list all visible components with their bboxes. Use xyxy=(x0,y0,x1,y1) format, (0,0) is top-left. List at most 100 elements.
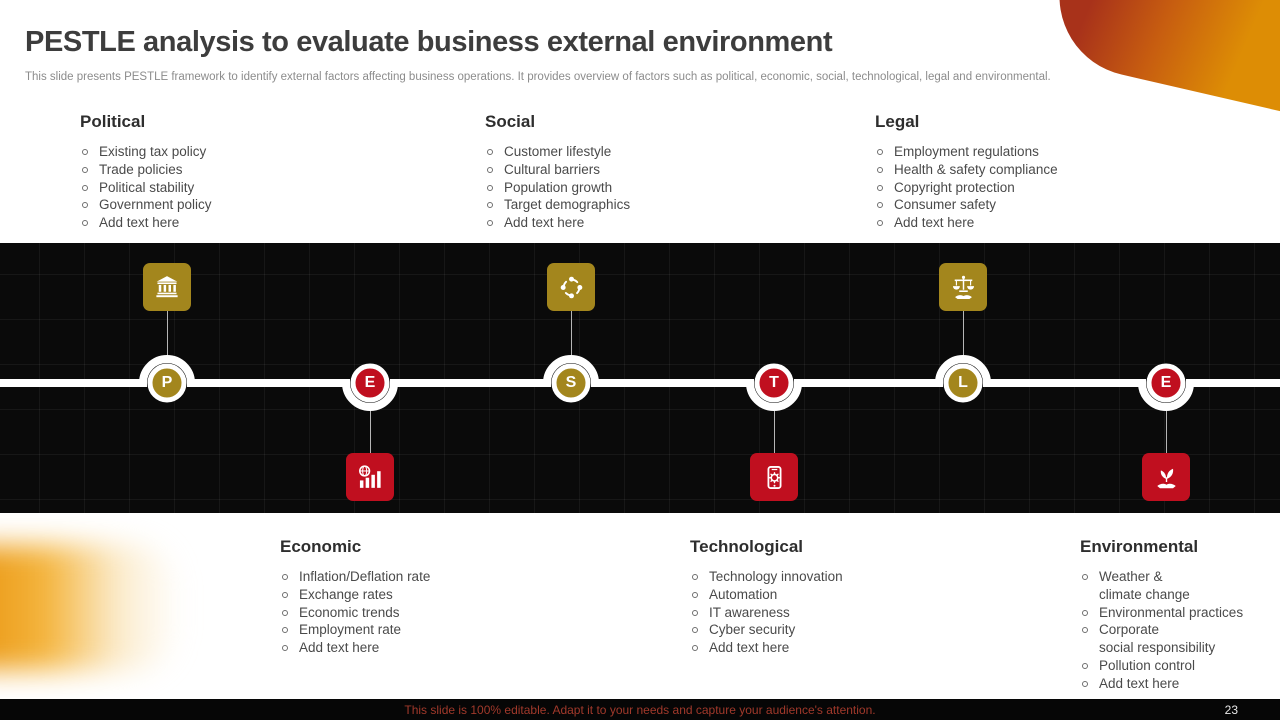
list-item: Existing tax policy xyxy=(80,143,420,161)
bullet-icon xyxy=(487,184,493,191)
list-item-text: Health & safety compliance xyxy=(894,161,1058,177)
legal-icon-tile xyxy=(939,263,987,311)
bullet-icon xyxy=(1082,680,1088,687)
slide-subtitle: This slide presents PESTLE framework to … xyxy=(25,71,1051,83)
chart-globe-icon xyxy=(358,464,381,488)
list-item-text: Cultural barriers xyxy=(504,161,601,177)
list-item: Consumer safety xyxy=(875,196,1215,214)
list-item-text: Economic trends xyxy=(299,604,400,620)
section-technological: Technological Technology innovation Auto… xyxy=(690,537,1030,657)
plant-hand-icon xyxy=(1156,468,1176,488)
section-list: Customer lifestyle Cultural barriers Pop… xyxy=(485,143,825,232)
list-item-text: Consumer safety xyxy=(894,197,997,213)
connector-line xyxy=(167,311,168,358)
bullet-icon xyxy=(692,591,698,598)
list-item-text: Add text here xyxy=(504,215,585,231)
list-item: Add text here xyxy=(485,214,825,232)
bullet-icon xyxy=(282,645,288,652)
list-item-text: Add text here xyxy=(299,640,380,656)
list-item-text: Population growth xyxy=(504,179,613,195)
section-political: Political Existing tax policy Trade poli… xyxy=(80,112,420,232)
bullet-icon xyxy=(82,149,88,155)
bullet-icon xyxy=(1082,627,1088,634)
section-heading: Legal xyxy=(875,112,920,131)
list-item: Customer lifestyle xyxy=(485,143,825,161)
bullet-icon xyxy=(282,609,288,616)
bullet-icon xyxy=(82,220,88,227)
list-item-text: Automation xyxy=(709,586,778,602)
list-item-text: Government policy xyxy=(99,197,212,213)
list-item: Weather & climate change xyxy=(1080,568,1266,604)
list-item-text: Existing tax policy xyxy=(99,144,207,159)
list-item: Economic trends xyxy=(280,604,620,622)
list-item-text: Employment regulations xyxy=(894,144,1039,159)
list-item: Add text here xyxy=(875,214,1215,232)
list-item-text: Cyber security xyxy=(709,622,796,638)
bullet-icon xyxy=(487,166,493,173)
timeline-letter-t: T xyxy=(769,374,779,391)
list-item: Health & safety compliance xyxy=(875,161,1215,179)
list-item-text: Trade policies xyxy=(99,161,183,177)
bullet-icon xyxy=(1082,609,1088,616)
list-item: Add text here xyxy=(280,639,620,657)
list-item: Copyright protection xyxy=(875,179,1215,197)
section-heading: Technological xyxy=(690,537,804,556)
section-heading: Social xyxy=(485,112,536,131)
list-item-text: Copyright protection xyxy=(894,179,1015,195)
list-item-text: Pollution control xyxy=(1099,657,1196,673)
mobile-gear-icon xyxy=(767,465,781,489)
list-item: Exchange rates xyxy=(280,586,620,604)
corner-gradient-shape xyxy=(1043,0,1280,114)
list-item: Cyber security xyxy=(690,621,1030,639)
section-list: Existing tax policy Trade policies Polit… xyxy=(80,143,420,232)
justice-scale-icon xyxy=(952,275,974,299)
list-item: Population growth xyxy=(485,179,825,197)
list-item-text: Political stability xyxy=(99,179,195,195)
bullet-icon xyxy=(487,202,493,209)
bullet-icon xyxy=(877,166,883,173)
timeline-wave xyxy=(0,355,1280,411)
section-economic: Economic Inflation/Deflation rate Exchan… xyxy=(280,537,620,657)
list-item: Add text here xyxy=(80,214,420,232)
list-item-text: Exchange rates xyxy=(299,586,393,602)
list-item: Pollution control xyxy=(1080,657,1266,675)
list-item-text: Add text here xyxy=(709,640,790,656)
list-item: Trade policies xyxy=(80,161,420,179)
section-environmental: Environmental Weather & climate change E… xyxy=(1080,537,1266,693)
list-item-text: Target demographics xyxy=(504,197,631,213)
section-heading: Environmental xyxy=(1080,537,1199,556)
political-icon-tile xyxy=(143,263,191,311)
bullet-icon xyxy=(692,645,698,652)
list-item: Inflation/Deflation rate xyxy=(280,568,620,586)
slide-title: PESTLE analysis to evaluate business ext… xyxy=(25,26,833,58)
list-item-text: Add text here xyxy=(1099,675,1180,691)
environmental-icon-tile xyxy=(1142,453,1190,501)
bullet-icon xyxy=(877,202,883,209)
list-item: Employment rate xyxy=(280,621,620,639)
bullet-icon xyxy=(487,220,493,227)
list-item: Technology innovation xyxy=(690,568,1030,586)
list-item: Government policy xyxy=(80,196,420,214)
bullet-icon xyxy=(877,149,883,155)
list-item-text: Corporate social responsibility xyxy=(1099,622,1216,656)
section-list: Inflation/Deflation rate Exchange rates … xyxy=(280,568,620,657)
page-number: 23 xyxy=(1224,703,1238,717)
list-item: Environmental practices xyxy=(1080,604,1266,622)
bullet-icon xyxy=(282,627,288,634)
bullet-icon xyxy=(1082,662,1088,669)
timeline-letter-p: P xyxy=(161,374,173,391)
connector-line xyxy=(774,408,775,453)
timeline-letter-e2: E xyxy=(1160,374,1172,391)
connector-line xyxy=(1166,408,1167,453)
timeline-letter-e1: E xyxy=(364,374,376,391)
pestle-timeline-band: P E S T L E xyxy=(0,243,1280,513)
bullet-icon xyxy=(877,220,883,227)
list-item: Target demographics xyxy=(485,196,825,214)
bullet-icon xyxy=(282,591,288,598)
connector-line xyxy=(963,311,964,358)
footer-bar: This slide is 100% editable. Adapt it to… xyxy=(0,699,1280,720)
list-item: Employment regulations xyxy=(875,143,1215,161)
bullet-icon xyxy=(282,574,288,580)
list-item-text: IT awareness xyxy=(709,604,790,620)
timeline-letter-l: L xyxy=(958,374,968,391)
